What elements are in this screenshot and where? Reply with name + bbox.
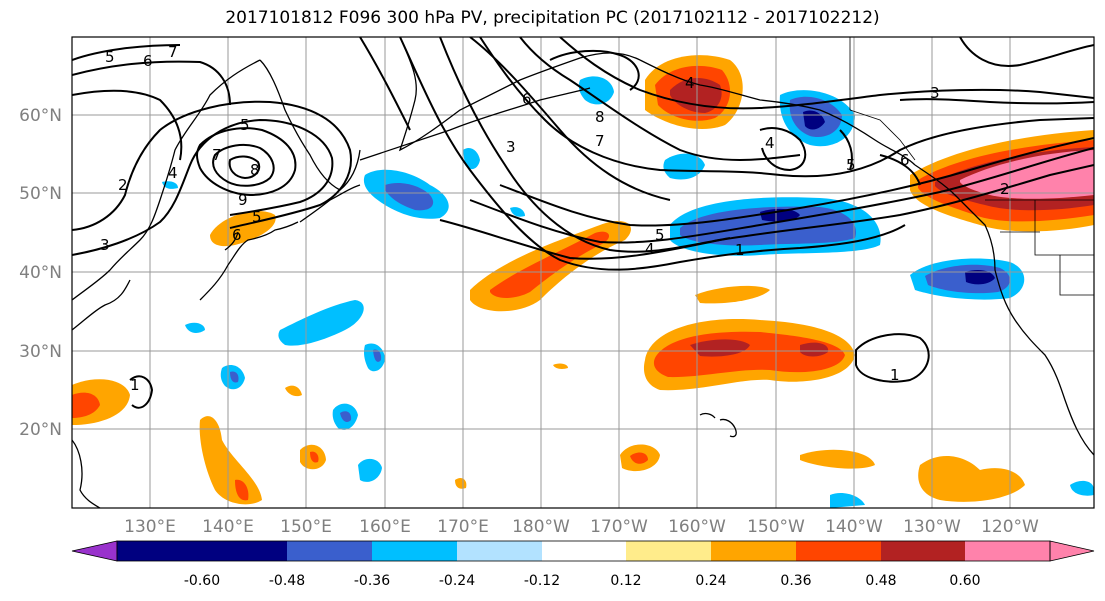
colorbar-segment (881, 541, 965, 561)
pv-label: 3 (100, 236, 110, 254)
colorbar-tick-label: 0.60 (949, 573, 980, 589)
lon-label: 170°W (590, 517, 648, 537)
pv-label: 4 (168, 164, 178, 182)
colorbar-tick-label: 0.12 (610, 573, 641, 589)
colorbar-tick-label: -0.36 (354, 573, 390, 589)
pv-label: 3 (506, 138, 516, 156)
lat-label: 30°N (19, 342, 62, 362)
colorbar-tick-label: -0.48 (269, 573, 305, 589)
pv-label: 8 (250, 161, 260, 179)
coastlines (72, 37, 1094, 508)
lon-label: 140°E (202, 517, 254, 537)
lon-label: 180°W (512, 517, 570, 537)
colorbar-tick-label: -0.12 (524, 573, 560, 589)
pv-label: 6 (232, 226, 242, 244)
latitude-labels: 60°N 50°N 40°N 30°N 20°N (19, 106, 62, 440)
colorbar-segment (372, 541, 457, 561)
lon-label: 150°E (280, 517, 332, 537)
lon-label: 130°W (903, 517, 961, 537)
map-title: 2017101812 F096 300 hPa PV, precipitatio… (225, 8, 880, 28)
pv-label: 2 (118, 176, 128, 194)
pv-label: 4 (685, 74, 695, 92)
pv-label: 8 (595, 108, 605, 126)
lon-label: 120°W (981, 517, 1039, 537)
pv-label: 1 (890, 366, 900, 384)
lon-label: 160°W (668, 517, 726, 537)
pv-label: 6 (522, 90, 532, 108)
map-content: 5 6 7 5 4 2 3 8 9 5 6 7 8 6 7 4 3 4 5 4 … (72, 37, 1094, 508)
pv-label: 5 (252, 208, 262, 226)
colorbar-tick-label: 0.24 (695, 573, 726, 589)
map-border (71, 36, 1095, 509)
pv-label: 2 (1000, 180, 1010, 198)
pv-label: 7 (212, 146, 222, 164)
colorbar-high-extend (1049, 540, 1095, 562)
borders (849, 37, 1094, 296)
colorbar-tick-label: -0.24 (439, 573, 475, 589)
lon-label: 150°W (747, 517, 805, 537)
lat-label: 40°N (19, 263, 62, 283)
pv-label: 1 (735, 241, 745, 259)
lat-label: 60°N (19, 106, 62, 126)
pv-label: 7 (168, 43, 178, 61)
colorbar-segment (796, 541, 881, 561)
colorbar: -0.60 -0.48 -0.36 -0.24 -0.12 0.12 0.24 … (71, 540, 1095, 589)
lon-label: 130°E (124, 517, 176, 537)
pv-label: 4 (645, 240, 655, 258)
pv-label: 4 (765, 134, 775, 152)
pv-label: 6 (143, 52, 153, 70)
pv-label: 1 (130, 376, 140, 394)
lon-label: 140°W (825, 517, 883, 537)
pv-label: 6 (900, 151, 910, 169)
colorbar-border (116, 540, 1051, 562)
colorbar-segment (626, 541, 711, 561)
pv-label: 3 (930, 84, 940, 102)
colorbar-low-extend (71, 540, 118, 562)
longitude-labels: 130°E 140°E 150°E 160°E 170°E 180°W 170°… (124, 517, 1039, 537)
pv-labels: 5 6 7 5 4 2 3 8 9 5 6 7 8 6 7 4 3 4 5 4 … (100, 43, 1010, 394)
pv-label: 9 (238, 191, 248, 209)
lon-label: 170°E (437, 517, 489, 537)
pv-label: 5 (105, 48, 115, 66)
lon-label: 160°E (359, 517, 411, 537)
colorbar-segment (457, 541, 542, 561)
pv-label: 5 (655, 226, 665, 244)
colorbar-tick-label: 0.36 (780, 573, 811, 589)
pv-label: 7 (595, 132, 605, 150)
colorbar-segment (711, 541, 796, 561)
colorbar-segment (202, 541, 287, 561)
pv-contours (72, 37, 1094, 409)
colorbar-tick-label: -0.60 (184, 573, 220, 589)
colorbar-segment (287, 541, 372, 561)
colorbar-tick-label: 0.48 (865, 573, 896, 589)
colorbar-segment (542, 541, 626, 561)
colorbar-segment (965, 541, 1050, 561)
pv-label: 5 (240, 116, 250, 134)
lat-label: 20°N (19, 420, 62, 440)
lat-label: 50°N (19, 184, 62, 204)
pv-label: 5 (846, 156, 856, 174)
colorbar-segment (117, 541, 202, 561)
